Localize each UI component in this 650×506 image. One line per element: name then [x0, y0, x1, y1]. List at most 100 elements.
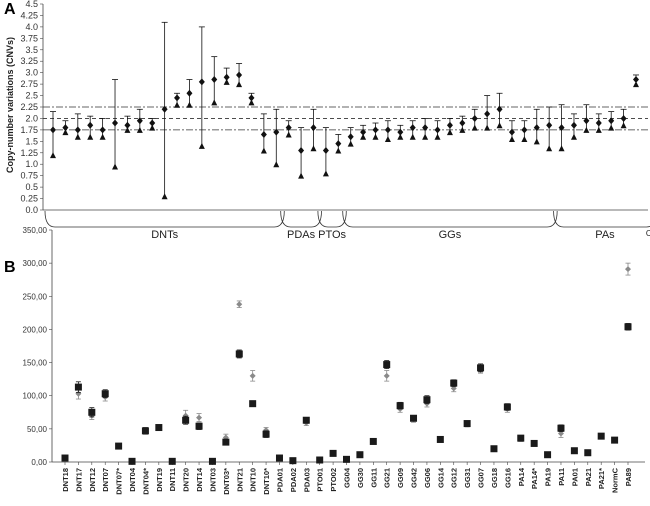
panel-b-category-label: DNT03 [208, 468, 217, 492]
panel-a-group-label: PAs [595, 229, 615, 241]
panel-a-data-point [335, 140, 342, 148]
panel-a-data-point [620, 114, 627, 122]
panel-a-error-triangle [273, 161, 280, 168]
panel-a-data-point [87, 121, 94, 129]
panel-a-error-triangle [322, 170, 329, 177]
panel-b-category-label: DNT20 [182, 468, 191, 492]
panel-a-error-triangle [533, 138, 540, 145]
panel-a-y-tick-label: 1.25 [20, 148, 38, 158]
panel-a-y-tick-label: 3.5 [25, 45, 38, 55]
panel-a-error-triangle [608, 124, 615, 131]
panel-b-square-point [101, 390, 109, 398]
panel-a-error-triangle [87, 133, 94, 140]
panel-a-data-point [484, 110, 491, 118]
panel-b-category-label: PDA03 [302, 468, 311, 492]
panel-a-y-tick-label: 3.25 [20, 56, 38, 66]
panel-b-y-tick-label: 100,00 [23, 392, 48, 401]
panel-a-error-triangle [260, 147, 267, 154]
panel-a-error-triangle [446, 129, 453, 136]
panel-a-error-triangle [409, 133, 416, 140]
panel-b-category-label: GG16 [503, 468, 512, 488]
panel-a-error-triangle [174, 101, 181, 108]
panel-a-error-triangle [583, 126, 590, 133]
panel-b-y-tick-label: 300,00 [23, 259, 48, 268]
panel-b-square-point [329, 449, 337, 457]
panel-b-square-point [289, 457, 297, 465]
panel-a-data-point [198, 78, 205, 86]
panel-a-data-point [260, 130, 267, 138]
panel-a-y-tick-label: 0.0 [25, 205, 38, 215]
panel-a-error-triangle [508, 136, 515, 143]
panel-a-data-point [558, 124, 565, 132]
panel-b-category-label: PA11 [557, 468, 566, 486]
panel-a-error-triangle [99, 133, 106, 140]
panel-b-square-point [88, 408, 96, 416]
panel-a-y-tick-label: 4.0 [25, 22, 38, 32]
panel-a-data-point [112, 119, 119, 127]
panel-a-chart: 0.00.25 0.50.75 1.01.25 1.51.75 2.02.252.5 2.… [20, 0, 650, 241]
panel-a-error-triangle [136, 126, 143, 133]
panel-b-y-tick-label: 250,00 [23, 292, 48, 301]
panel-a-data-point [50, 126, 56, 134]
panel-b-square-point [302, 416, 310, 424]
panel-a-y-tick-label: 1.0 [25, 159, 38, 169]
panel-b-square-point [544, 451, 552, 459]
panel-a-group-brace [553, 210, 650, 228]
panel-b-square-point [570, 447, 578, 455]
panel-b-category-label: GG31 [463, 468, 472, 488]
panel-a-data-point [149, 119, 156, 127]
panel-b-square-point [383, 361, 391, 369]
panel-b-category-label: DNT18 [61, 468, 70, 492]
panel-b-category-label: PA19 [544, 468, 553, 486]
panel-a-error-triangle [570, 133, 577, 140]
panel-b-square-point [249, 400, 257, 408]
panel-a-data-point [347, 133, 354, 141]
panel-b-diamond-point [625, 266, 631, 273]
panel-b-square-point [611, 436, 619, 444]
panel-b-category-label: GG12 [450, 468, 459, 488]
panel-a-error-triangle [384, 136, 391, 143]
panel-b-category-label: PA01 [570, 468, 579, 486]
panel-a-error-triangle [347, 140, 354, 147]
panel-b-category-label: GG09 [396, 468, 405, 488]
panel-a-error-triangle [186, 101, 193, 108]
panel-a-data-point [136, 117, 143, 125]
panel-a-error-triangle [397, 133, 404, 140]
panel-a-error-triangle [558, 145, 565, 152]
panel-a-data-point [211, 76, 218, 84]
panel-a-error-triangle [372, 133, 379, 140]
panel-a-error-triangle [310, 145, 317, 152]
panel-b-category-label: DNT10 [249, 468, 258, 492]
panel-a-error-triangle [360, 133, 367, 140]
panel-b-square-point [450, 379, 458, 387]
panel-a-data-point [471, 114, 478, 122]
panel-b-square-point [155, 424, 163, 432]
panel-b-square-point [222, 438, 230, 446]
panel-a-group-label: PDAs [287, 229, 316, 241]
panel-a-group-label: GGs [439, 229, 462, 241]
panel-a-y-tick-label: 3.75 [20, 33, 38, 43]
panel-b-y-tick-label: 0,00 [31, 458, 47, 467]
panel-b-category-label: GG30 [356, 468, 365, 488]
panel-a-y-tick-label: 1.5 [25, 136, 38, 146]
panel-a-error-triangle [211, 99, 218, 106]
panel-a-error-triangle [50, 152, 56, 159]
panel-a-data-point [236, 71, 243, 79]
panel-a-data-point [360, 128, 367, 136]
panel-b-square-point [115, 442, 123, 450]
panel-a-y-tick-label: 2.25 [20, 102, 38, 112]
panel-b-label: B [4, 259, 16, 276]
panel-b-category-label: PA21 [584, 468, 593, 486]
panel-b-y-tick-label: 50,00 [27, 425, 48, 434]
panel-a-group-label: PTOs [318, 229, 346, 241]
panel-b-category-label: GG11 [369, 468, 378, 488]
panel-a-error-triangle [161, 193, 168, 200]
panel-b-diamond-point [196, 414, 203, 421]
panel-a-error-triangle [595, 126, 602, 133]
panel-a-data-point [496, 105, 503, 113]
panel-b-square-point [141, 427, 149, 435]
panel-a-data-point [124, 121, 131, 129]
panel-b-square-point [74, 383, 82, 391]
panel-b-category-label: GG06 [423, 468, 432, 488]
panel-b-square-point [517, 434, 525, 442]
